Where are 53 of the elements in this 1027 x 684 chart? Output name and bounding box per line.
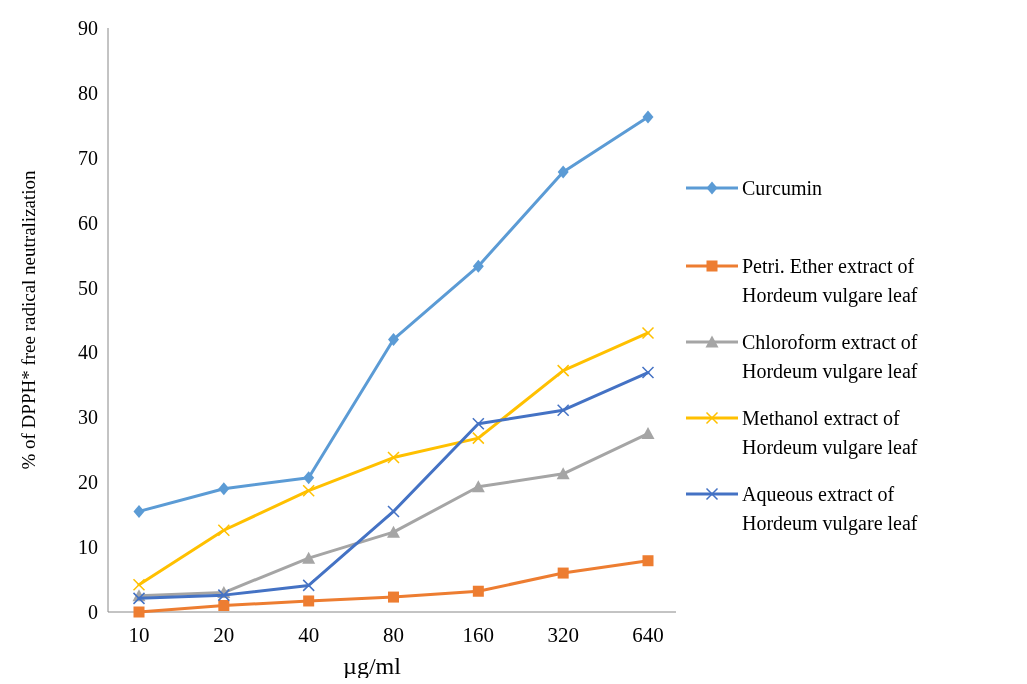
x-tick-label: 320 [547,623,579,647]
y-tick-label: 70 [78,146,98,169]
y-tick-label: 60 [78,211,98,234]
y-tick-label: 30 [78,406,98,429]
y-tick-label: 20 [78,471,98,494]
point [641,326,655,340]
x-tick-label: 160 [462,623,495,647]
y-tick-label: 0 [88,601,98,623]
point [642,555,654,567]
point [471,480,485,493]
point [472,259,484,273]
x-tick-label: 640 [632,623,664,647]
y-tick-label: 50 [78,276,98,299]
x-tick-label: 40 [298,623,320,647]
point [388,332,399,346]
point [302,579,315,592]
point [557,165,569,179]
x-tick-label: 10 [128,623,150,647]
point [557,567,569,579]
point [387,451,400,464]
point [218,482,230,496]
point [641,427,655,440]
y-tick-label: 80 [78,81,98,104]
point [388,591,399,603]
point [472,417,485,431]
point [303,595,315,607]
y-axis-title: % of DPPH* free radical neutralization [18,169,39,470]
point [217,523,231,537]
point [556,364,570,377]
legend-label: Petri. Ether extract of Hordeum vulgare leaf [742,255,918,307]
point [472,585,484,597]
y-tick-label: 10 [78,536,98,559]
y-tick-label: 90 [78,17,98,39]
point [132,578,146,591]
point [556,467,570,480]
point [302,551,316,564]
point [218,600,230,612]
point [641,366,655,379]
point [303,471,315,485]
point [642,110,654,124]
point [302,484,315,497]
x-tick-label: 20 [213,623,235,647]
x-tick-label: 80 [383,623,404,647]
point [133,606,145,618]
legend-label: Methanol extract of Hordeum vulgare leaf [742,407,918,459]
y-tick-label: 40 [78,341,98,364]
point [556,403,570,417]
point [133,504,145,518]
point [472,431,485,445]
legend-label: Chloroform extract of Hordeum vulgare leaf [742,331,918,383]
point [387,525,400,538]
legend-label: Aqueous extract of Hordeum vulgare leaf [742,483,918,535]
legend-label: Curcumin [742,177,822,199]
